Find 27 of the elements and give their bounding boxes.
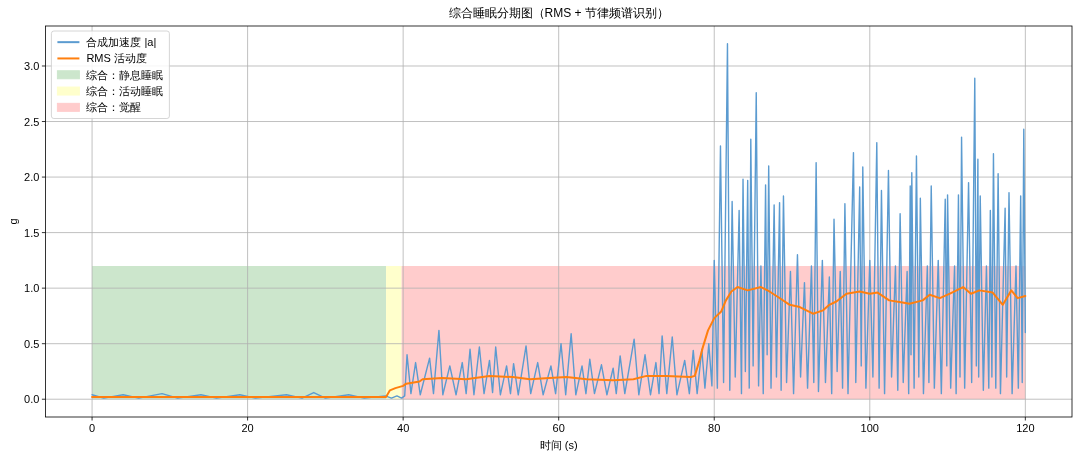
x-tick-label: 80 [708, 422, 721, 434]
title: 综合睡眠分期图（RMS + 节律频谱识别） [448, 6, 669, 20]
y-tick-label: 2.5 [24, 115, 40, 128]
legend-label: 综合：觉醒 [86, 101, 142, 114]
x-tick-label: 120 [1016, 422, 1035, 434]
legend-label: 合成加速度 |a| [86, 36, 157, 49]
y-tick-label: 1.0 [24, 282, 40, 295]
legend-item: 合成加速度 |a| [56, 36, 157, 49]
y-tick-label: 0.5 [24, 337, 40, 350]
y-tick-label: 0.0 [24, 393, 40, 406]
legend-item: 综合：静息睡眠 [56, 68, 164, 81]
x-tick-label: 100 [860, 422, 879, 434]
legend-item: RMS 活动度 [56, 52, 147, 65]
y-tick-label: 3.0 [24, 59, 40, 72]
x-tick-label: 60 [552, 422, 565, 434]
legend-item: 综合：觉醒 [56, 101, 142, 114]
x-tick-label: 20 [241, 422, 254, 434]
y-tick-label: 2.0 [24, 171, 40, 184]
legend-label: 综合：静息睡眠 [86, 68, 164, 81]
x-tick-label: 0 [89, 422, 96, 434]
y-tick-label: 1.5 [24, 226, 40, 239]
legend-item: 综合：活动睡眠 [56, 85, 164, 98]
legend-label: 综合：活动睡眠 [86, 85, 164, 98]
x-tick-label: 40 [397, 422, 410, 434]
legend-label: RMS 活动度 [86, 52, 147, 65]
xlabel: 时间 (s) [539, 439, 578, 451]
ylabel: g [7, 218, 19, 225]
